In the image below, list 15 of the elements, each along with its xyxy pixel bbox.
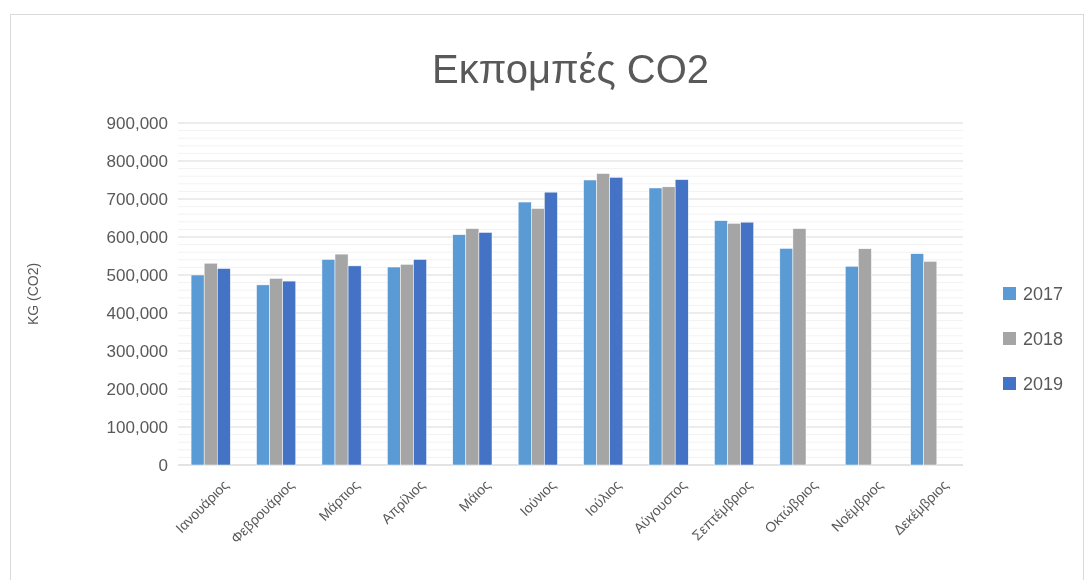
y-axis-title: KG (CO2) (25, 262, 41, 326)
y-tick-label: 100,000 (106, 417, 168, 437)
y-tick-label: 700,000 (106, 189, 168, 209)
legend-label: 2017 (1023, 284, 1064, 305)
y-tick-label: 900,000 (106, 113, 168, 133)
y-tick-label: 800,000 (106, 151, 168, 171)
chart-title: Εκπομπές CO2 (431, 47, 710, 91)
legend-label: 2019 (1023, 374, 1064, 395)
text: 0 (158, 455, 168, 475)
y-tick-label: 500,000 (106, 265, 168, 285)
y-tick-label: 200,000 (106, 379, 168, 399)
y-tick-label: 300,000 (106, 341, 168, 361)
y-tick-label: 400,000 (106, 303, 168, 323)
y-tick-label: 600,000 (106, 227, 168, 247)
legend-label: 2018 (1023, 329, 1064, 350)
